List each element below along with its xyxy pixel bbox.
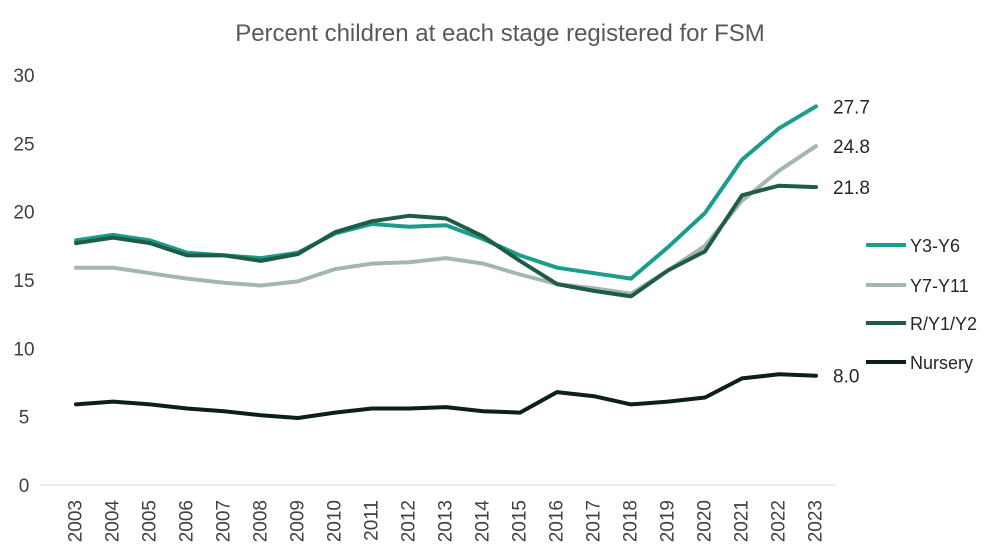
x-tick-label: 2006 xyxy=(177,500,198,542)
legend-label: Nursery xyxy=(910,353,973,373)
end-label: 21.8 xyxy=(833,178,870,199)
x-tick-label: 2015 xyxy=(510,500,531,542)
end-label: 27.7 xyxy=(833,97,870,118)
legend-label: Y3-Y6 xyxy=(910,236,960,256)
y-tick-label: 10 xyxy=(13,339,34,360)
x-tick-label: 2022 xyxy=(769,500,790,542)
x-tick-label: 2020 xyxy=(695,500,716,542)
legend-item: R/Y1/Y2 xyxy=(866,314,977,334)
x-tick-label: 2012 xyxy=(399,500,420,542)
x-tick-label: 2019 xyxy=(658,500,679,542)
x-tick-label: 2007 xyxy=(214,500,235,542)
x-tick-label: 2011 xyxy=(362,500,383,541)
x-tick-label: 2005 xyxy=(140,500,161,542)
legend-label: R/Y1/Y2 xyxy=(910,314,977,334)
y-tick-label: 20 xyxy=(13,203,34,224)
series-line-nursery xyxy=(74,372,818,420)
x-tick-label: 2013 xyxy=(436,500,457,542)
legend-item: Y7-Y11 xyxy=(866,276,969,296)
legend: Y3-Y6 Y7-Y11 R/Y1/Y2 Nursery xyxy=(866,236,977,373)
x-tick-label: 2021 xyxy=(732,500,753,542)
x-tick-label: 2023 xyxy=(806,500,827,542)
x-tick-label: 2014 xyxy=(473,500,494,543)
y-tick-label: 0 xyxy=(19,476,30,497)
y-tick-label: 30 xyxy=(13,66,34,87)
y-tick-label: 25 xyxy=(13,134,34,155)
series-line-y7-y11 xyxy=(74,144,818,296)
end-labels: 27.7 24.8 21.8 8.0 xyxy=(833,97,870,387)
x-tick-label: 2003 xyxy=(66,500,87,542)
end-label: 8.0 xyxy=(833,367,859,388)
x-tick-label: 2008 xyxy=(251,500,272,542)
y-axis: 0 5 10 15 20 25 30 xyxy=(13,66,34,497)
legend-item: Nursery xyxy=(866,353,973,373)
series-lines xyxy=(74,104,818,420)
x-tick-label: 2016 xyxy=(547,500,568,542)
x-axis: 2003 2004 2005 2006 2007 2008 2009 2010 2011 2012… xyxy=(40,484,836,543)
x-tick-label: 2017 xyxy=(584,500,605,542)
x-tick-label: 2009 xyxy=(288,500,309,542)
y-tick-label: 5 xyxy=(19,408,30,429)
y-tick-label: 15 xyxy=(13,271,34,292)
chart-title: Percent children at each stage registere… xyxy=(235,20,765,47)
series-line-r-y1-y2 xyxy=(74,183,818,299)
x-tick-label: 2010 xyxy=(325,500,346,542)
x-tick-label: 2004 xyxy=(103,500,124,543)
x-tick-label: 2018 xyxy=(621,500,642,542)
legend-item: Y3-Y6 xyxy=(866,236,960,256)
legend-label: Y7-Y11 xyxy=(910,276,969,296)
end-label: 24.8 xyxy=(833,137,870,158)
